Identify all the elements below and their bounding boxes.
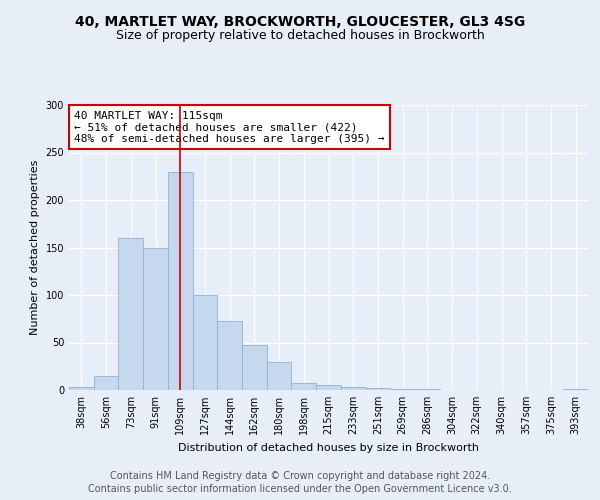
Bar <box>390 389 415 390</box>
Text: Contains public sector information licensed under the Open Government Licence v3: Contains public sector information licen… <box>88 484 512 494</box>
Bar <box>316 385 341 390</box>
Bar <box>168 172 193 390</box>
Text: Contains HM Land Registry data © Crown copyright and database right 2024.: Contains HM Land Registry data © Crown c… <box>110 471 490 481</box>
X-axis label: Distribution of detached houses by size in Brockworth: Distribution of detached houses by size … <box>178 442 479 452</box>
Bar <box>563 389 588 390</box>
Bar <box>267 362 292 390</box>
Text: 40, MARTLET WAY, BROCKWORTH, GLOUCESTER, GL3 4SG: 40, MARTLET WAY, BROCKWORTH, GLOUCESTER,… <box>75 16 525 30</box>
Bar <box>415 389 440 390</box>
Bar <box>69 387 94 390</box>
Bar <box>193 295 217 390</box>
Bar <box>94 376 118 390</box>
Bar <box>217 320 242 390</box>
Y-axis label: Number of detached properties: Number of detached properties <box>30 160 40 335</box>
Bar <box>143 248 168 390</box>
Text: 40 MARTLET WAY: 115sqm
← 51% of detached houses are smaller (422)
48% of semi-de: 40 MARTLET WAY: 115sqm ← 51% of detached… <box>74 110 385 144</box>
Text: Size of property relative to detached houses in Brockworth: Size of property relative to detached ho… <box>116 30 484 43</box>
Bar <box>341 387 365 390</box>
Bar <box>242 346 267 390</box>
Bar <box>365 388 390 390</box>
Bar <box>292 384 316 390</box>
Bar <box>118 238 143 390</box>
